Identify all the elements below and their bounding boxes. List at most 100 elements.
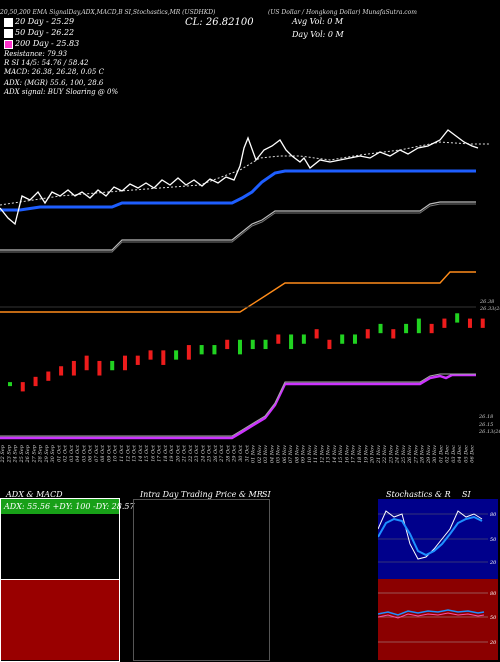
intraday-panel <box>133 499 270 661</box>
adx-values: ADX: 55.56 +DY: 100 -DY: 28.57 <box>4 502 135 511</box>
intraday-panel-title: Intra Day Trading Price & MR <box>140 490 263 499</box>
candle <box>225 339 230 350</box>
candle <box>46 371 51 381</box>
candle <box>263 339 268 350</box>
x-tick-label: 27 Oct <box>219 444 225 463</box>
x-tick-label: 01 Nov <box>251 445 257 463</box>
stoch-tick: 50 <box>490 537 497 543</box>
x-tick-label: 24 Sep <box>13 444 19 463</box>
legend-swatch-icon <box>4 28 13 38</box>
x-tick-label: 12 Nov <box>319 445 325 463</box>
candle <box>59 366 64 376</box>
candles <box>8 313 485 392</box>
x-tick-label: 08 Oct <box>100 444 106 462</box>
adx-panel: ADX: 55.56 +DY: 100 -DY: 28.57 <box>0 498 135 662</box>
rsi-tick: 20 <box>489 640 497 646</box>
x-tick-label: 03 Oct <box>69 444 75 462</box>
candle <box>467 318 472 328</box>
x-tick-label: 20 Nov <box>370 445 376 464</box>
x-tick-label: 29 Sep <box>44 444 50 463</box>
rsi-line <box>378 609 485 616</box>
x-tick-label: 10 Oct <box>113 444 119 462</box>
candle <box>148 350 153 360</box>
x-tick-label: 03 Dec <box>451 445 457 463</box>
ema-50-outer-line <box>0 201 476 251</box>
candle <box>186 345 191 360</box>
stoch-panel-si: SI <box>462 490 471 499</box>
price-line <box>0 129 479 226</box>
legend-swatch-icon <box>4 39 13 49</box>
legend-label: 200 Day - 25.83 <box>15 39 80 48</box>
candle <box>455 313 460 323</box>
stoch-panel-title: Stochastics & R <box>386 490 451 499</box>
candle <box>378 323 383 334</box>
x-tick-label: 23 Sep <box>6 444 12 463</box>
x-tick-label: 04 Dec <box>457 445 463 463</box>
candle <box>429 323 434 334</box>
legend-20day: 20 Day - 25.29 <box>4 17 74 27</box>
candle <box>110 360 115 371</box>
candle <box>391 329 396 339</box>
x-tick-label: 13 Oct <box>132 444 138 462</box>
rsi-line: R SI 14/5: 54.76 / 58.42 <box>4 59 89 67</box>
adx-panel-title: ADX & MACD <box>6 490 63 499</box>
candle <box>365 329 370 339</box>
candle <box>352 334 357 344</box>
x-tick-label: 19 Oct <box>169 444 175 462</box>
ticker-note: (US Dollar / Hongkong Dollar) MunafaSutr… <box>268 9 417 16</box>
candle <box>8 382 12 387</box>
x-tick-label: 31 Oct <box>244 444 250 462</box>
x-tick-label: 28 Nov <box>420 445 426 464</box>
stoch-tick: 20 <box>489 560 497 566</box>
x-tick-label: 30 Sep <box>50 444 56 462</box>
x-tick-label: 13 Nov <box>326 445 332 463</box>
intraday-panel-si: SI <box>262 490 271 499</box>
candle <box>20 382 25 392</box>
candle <box>84 355 89 371</box>
stoch-panel: 80 50 20 80 50 20 <box>378 499 498 660</box>
x-tick-label: 14 Nov <box>332 445 338 463</box>
candle <box>199 345 204 355</box>
x-axis-labels: 22 Sep 23 Sep 24 Sep 25 Sep 26 Sep 27 Sep 28 S… <box>0 444 476 464</box>
ema-20-dotted-line <box>0 141 490 206</box>
x-tick-label: 26 Oct <box>213 444 219 463</box>
x-tick-label: 02 Nov <box>257 445 263 463</box>
ema-200-line <box>0 271 476 313</box>
x-tick-label: 04 Oct <box>75 444 81 462</box>
price-tick: 26.18 <box>478 414 493 420</box>
x-tick-label: 26 Nov <box>407 445 413 464</box>
x-tick-label: 05 Oct <box>81 444 87 462</box>
x-tick-label: 22 Nov <box>382 445 388 464</box>
x-tick-label: 16 Nov <box>344 445 350 463</box>
x-tick-label: 24 Nov <box>395 445 401 464</box>
x-tick-label: 10 Nov <box>307 445 313 463</box>
candle <box>71 360 76 376</box>
candle <box>237 339 242 355</box>
x-tick-label: 21 Nov <box>376 445 382 464</box>
stoch-tick: 80 <box>490 512 497 518</box>
x-tick-label: 06 Nov <box>282 445 288 463</box>
x-tick-label: 06 Dec <box>470 445 476 463</box>
x-tick-label: 22 Oct <box>188 444 194 463</box>
x-tick-label: 27 Nov <box>413 445 419 464</box>
x-tick-label: 17 Oct <box>157 444 163 462</box>
x-tick-label: 27 Sep <box>31 444 37 463</box>
rsi-line-secondary <box>378 612 485 619</box>
x-tick-label: 20 Oct <box>175 444 181 463</box>
candle <box>327 339 332 350</box>
lower-gray-line <box>0 373 476 437</box>
x-tick-label: 05 Dec <box>463 445 469 463</box>
avg-vol: Avg Vol: 0 M <box>292 17 344 26</box>
x-tick-label: 01 Oct <box>56 444 62 462</box>
price-tick: 26.15 <box>478 422 493 428</box>
legend-200day: 200 Day - 25.83 <box>4 39 79 49</box>
x-tick-label: 25 Sep <box>19 444 25 463</box>
x-tick-label: 07 Nov <box>288 445 294 463</box>
candle <box>404 323 409 334</box>
x-tick-label: 28 Sep <box>38 444 44 463</box>
candle <box>416 318 421 334</box>
lower-magenta-line <box>0 373 476 440</box>
macd-area <box>1 580 119 660</box>
candle <box>340 334 345 344</box>
candle <box>442 318 447 328</box>
